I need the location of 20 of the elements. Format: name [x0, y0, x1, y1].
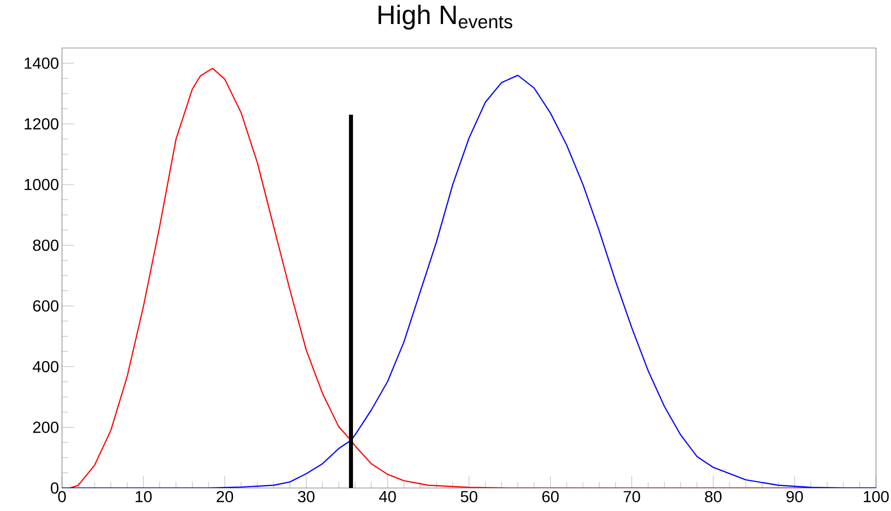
x-tick-label: 40: [379, 490, 396, 502]
y-tick-label: 1000: [24, 178, 58, 190]
x-tick-label: 80: [705, 490, 722, 502]
x-tick-label: 50: [460, 490, 478, 502]
y-tick-label: 0: [50, 482, 58, 494]
x-tick-label: 60: [542, 490, 559, 502]
x-tick-label: 0: [58, 490, 66, 502]
chart-title: High N$_{events}$: [378, 4, 512, 30]
x-tick-label: 90: [786, 490, 803, 502]
x-tick-label: 100: [864, 490, 889, 502]
x-tick-label: 30: [298, 490, 314, 502]
x-tick-label: 70: [624, 490, 640, 502]
y-tick-label: 1200: [24, 118, 58, 130]
y-tick-label: 800: [33, 240, 58, 251]
y-tick-label: 1400: [24, 58, 58, 69]
x-tick-label: 10: [136, 490, 152, 502]
x-tick-label: 20: [216, 490, 234, 502]
y-tick-label: 400: [32, 360, 58, 372]
y-tick-label: 600: [33, 300, 58, 312]
y-tick-label: 200: [33, 422, 58, 433]
